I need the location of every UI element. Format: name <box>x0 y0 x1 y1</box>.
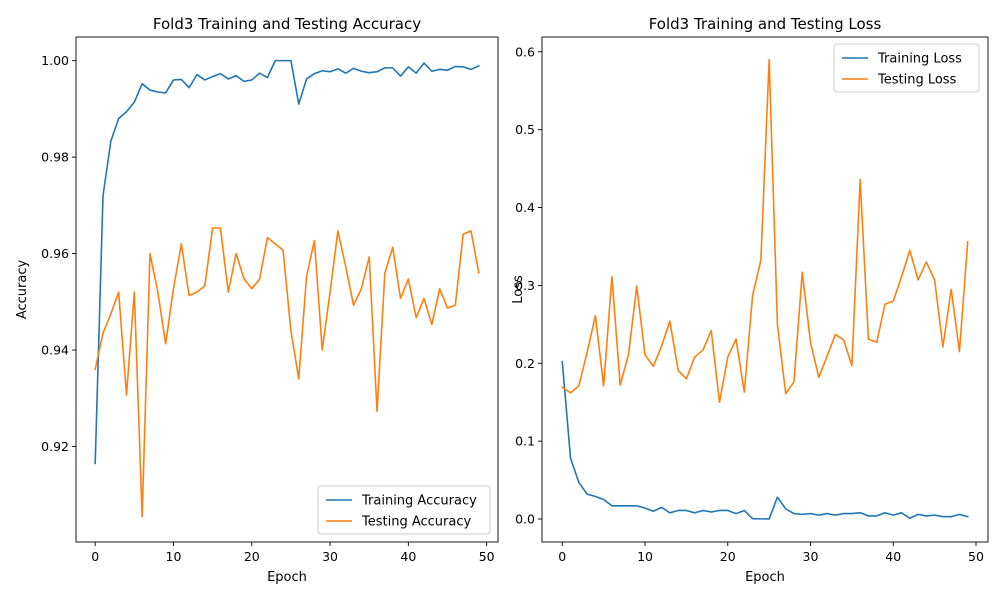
y-tick-label: 0.5 <box>515 122 535 137</box>
legend-box <box>317 485 491 535</box>
legend: Training Accuracy Testing Accuracy <box>317 485 491 535</box>
x-tick-label: 10 <box>166 549 182 564</box>
x-tick-label: 50 <box>479 549 495 564</box>
axes-frame <box>75 36 499 543</box>
series-line-testing-accuracy <box>94 227 480 518</box>
x-tick-label: 10 <box>637 549 653 564</box>
chart-panel-1: 0 10 20 30 40 50 0.92 0.94 0.96 0.98 1.00 Fold3 Tra… <box>15 15 499 585</box>
y-tick-label: 0.6 <box>515 44 535 59</box>
legend-label: Training Loss <box>877 52 962 67</box>
y-tick-label: 0.94 <box>41 343 69 358</box>
y-axis-label: Loss <box>511 275 526 304</box>
x-tick-label: 20 <box>720 549 736 564</box>
y-tick-label: 0.3 <box>515 278 535 293</box>
y-tick-label: 0.4 <box>515 200 535 215</box>
x-tick-label: 20 <box>244 549 260 564</box>
x-axis-label: Epoch <box>745 570 785 585</box>
chart-title: Fold3 Training and Testing Accuracy <box>153 15 421 33</box>
legend-label: Training Accuracy <box>361 494 477 509</box>
series-line-training-loss <box>561 360 969 520</box>
legend-label: Testing Loss <box>877 73 957 88</box>
chart-title: Fold3 Training and Testing Loss <box>649 15 882 33</box>
x-tick-label: 40 <box>400 549 416 564</box>
x-tick-label: 30 <box>322 549 338 564</box>
y-tick-label: 0.96 <box>41 246 69 261</box>
y-tick-label: 0.92 <box>41 439 69 454</box>
y-tick-label: 0.98 <box>41 150 69 165</box>
axes-frame <box>541 36 989 543</box>
y-axis-label: Accuracy <box>15 260 30 320</box>
y-tick-label: 0.0 <box>515 512 535 527</box>
x-tick-label: 30 <box>803 549 819 564</box>
x-tick-label: 50 <box>968 549 984 564</box>
x-tick-label: 40 <box>885 549 901 564</box>
x-tick-label: 0 <box>558 549 566 564</box>
y-tick-label: 1.00 <box>41 53 69 68</box>
series-line-training-accuracy <box>94 59 480 465</box>
y-tick-label: 0.2 <box>515 356 535 371</box>
x-axis-label: Epoch <box>267 570 307 585</box>
chart-panel-2: 0 10 20 30 40 50 0.0 0.1 0.2 0.3 0.4 0.5 0.6 Fold3 Tr… <box>511 15 989 585</box>
x-tick-label: 0 <box>91 549 99 564</box>
y-tick-label: 0.1 <box>515 434 535 449</box>
legend-box <box>833 43 980 93</box>
legend-label: Testing Accuracy <box>361 515 471 530</box>
series-line-testing-loss <box>561 58 969 404</box>
legend: Training Loss Testing Loss <box>833 43 980 93</box>
